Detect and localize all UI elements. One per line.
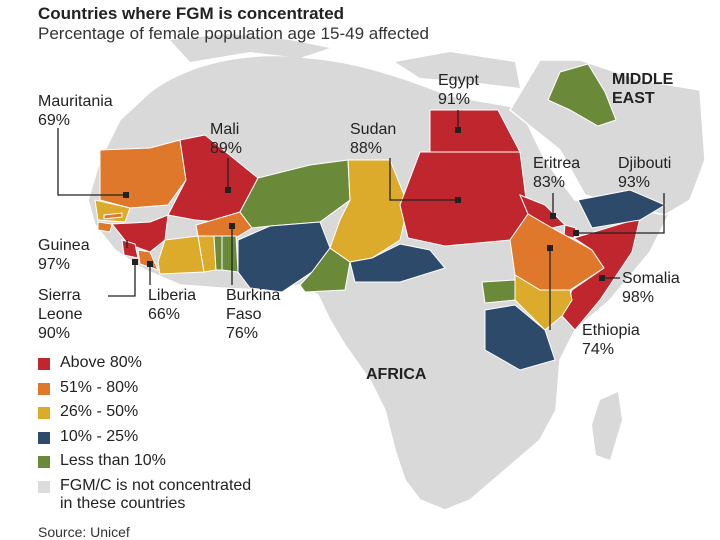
legend-swatch [38, 480, 50, 493]
tanzania-shape [484, 304, 556, 371]
legend-swatch [38, 431, 50, 444]
legend-item-above-80: Above 80% [38, 354, 251, 379]
map-legend: Above 80% 51% - 80% 26% - 50% 10% - 25% … [38, 354, 251, 517]
sierra-leone-shape [121, 239, 139, 259]
legend-item-not-concentrated: FGM/C is not concentrated in these count… [38, 477, 251, 517]
country-label-sierra-leone: Sierra Leone 90% [38, 287, 83, 342]
benin-shape [221, 235, 239, 273]
iberia-landmass [395, 52, 520, 88]
burkina-faso-shape [195, 211, 253, 241]
country-label-djibouti: Djibouti 93% [618, 155, 672, 191]
legend-item-less-than-10: Less than 10% [38, 452, 251, 477]
country-label-burkina-faso: Burkina Faso 76% [226, 287, 281, 342]
legend-item-26-50: 26% - 50% [38, 403, 251, 428]
country-label-mauritania: Mauritania 69% [38, 93, 113, 129]
source-note: Source: Unicef [38, 524, 130, 540]
eritrea-shape [519, 194, 566, 229]
legend-item-51-80: 51% - 80% [38, 379, 251, 404]
somalia-shape [561, 217, 641, 331]
guinea-bissau-shape [97, 221, 113, 233]
country-label-guinea: Guinea 97% [38, 237, 90, 273]
legend-swatch [38, 382, 50, 395]
kenya-shape [514, 274, 573, 331]
chart-subtitle: Percentage of female population age 15-4… [38, 24, 429, 43]
yemen-shape [577, 189, 667, 229]
leader-dots [123, 127, 605, 281]
region-label-middle-east: MIDDLE EAST [612, 71, 674, 107]
country-label-somalia: Somalia 98% [622, 270, 680, 306]
country-label-egypt: Egypt 91% [438, 72, 479, 108]
country-label-sudan: Sudan 88% [350, 121, 397, 157]
legend-swatch [38, 407, 50, 420]
ivory-coast-shape [157, 235, 205, 275]
gambia-shape [103, 212, 123, 220]
iraq-shape [547, 63, 617, 127]
country-label-ethiopia: Ethiopia 74% [582, 322, 640, 358]
country-label-mali: Mali 89% [210, 121, 243, 157]
country-label-eritrea: Eritrea 83% [533, 155, 581, 191]
region-label-africa: AFRICA [366, 366, 427, 383]
leader-lines [57, 110, 665, 330]
legend-swatch [38, 456, 50, 469]
uganda-shape [481, 279, 516, 304]
sudan-shape [399, 151, 529, 247]
madagascar-landmass [592, 392, 622, 460]
egypt-shape [429, 109, 521, 153]
legend-swatch [38, 358, 50, 370]
legend-item-10-25: 10% - 25% [38, 428, 251, 453]
country-label-liberia: Liberia 66% [148, 287, 197, 323]
togo-shape [213, 235, 223, 271]
chart-title: Countries where FGM is concentrated [38, 4, 345, 23]
europe-landmass [170, 34, 330, 62]
mauritania-shape [99, 139, 187, 209]
car-shape [349, 243, 446, 283]
